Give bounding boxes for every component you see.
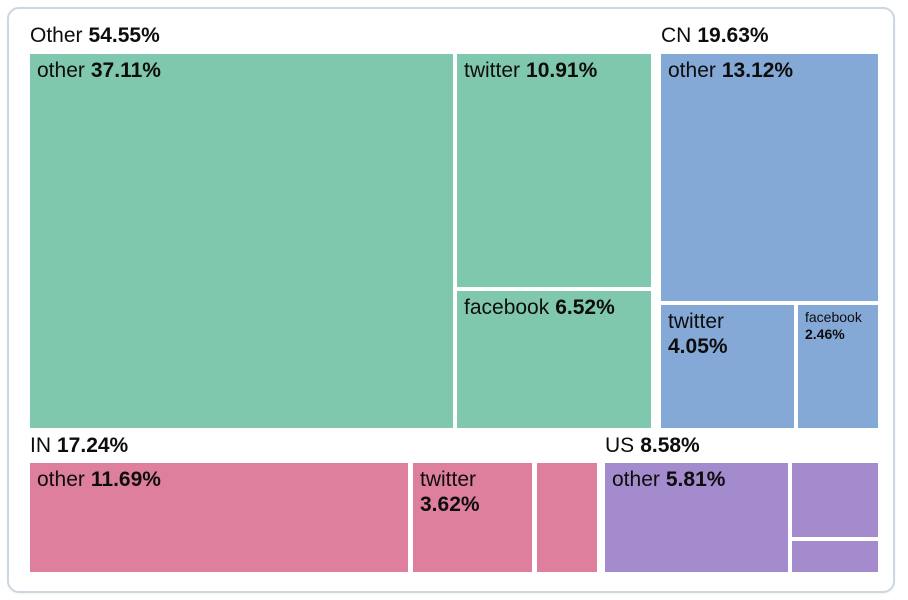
cell-label-value: 13.12%: [721, 59, 794, 82]
cell-label: twitter 3.62%: [420, 467, 525, 517]
cell-label-value: 6.52%: [555, 296, 615, 319]
group-label-other: Other 54.55%: [30, 24, 160, 48]
cell-other-facebook[interactable]: facebook 6.52%: [457, 291, 651, 428]
cell-label-name: other: [37, 468, 85, 491]
cell-label: [799, 545, 871, 570]
cell-label-name: other: [668, 59, 716, 82]
cell-label-name: other: [37, 59, 85, 82]
cell-label-name: facebook: [464, 296, 550, 319]
cell-cn-twitter[interactable]: twitter 4.05%: [661, 305, 794, 428]
cell-other-twitter[interactable]: twitter 10.91%: [457, 54, 651, 287]
cell-in-unlabeled[interactable]: [537, 463, 597, 572]
group-value: 8.58%: [640, 434, 700, 457]
group-value: 54.55%: [88, 24, 160, 47]
cell-label: other 37.11%: [37, 58, 446, 83]
group-name: US: [605, 434, 635, 457]
cell-label-name: twitter: [668, 310, 725, 333]
cell-in-twitter[interactable]: twitter 3.62%: [413, 463, 532, 572]
cell-label-name: other: [612, 468, 660, 491]
cell-in-other[interactable]: other 11.69%: [30, 463, 408, 572]
cell-label-value: 4.05%: [668, 335, 728, 358]
cell-label: other 13.12%: [668, 58, 871, 83]
cell-label-value: 3.62%: [420, 493, 480, 516]
cell-label-value: 2.46%: [805, 326, 845, 342]
cell-us-unlabeled-1[interactable]: [792, 463, 878, 537]
cell-label-value: 10.91%: [526, 59, 598, 82]
group-label-cn: CN 19.63%: [661, 24, 769, 48]
group-value: 19.63%: [697, 24, 769, 47]
group-name: CN: [661, 24, 692, 47]
cell-label-name: facebook: [805, 309, 862, 325]
cell-label: facebook 2.46%: [805, 309, 871, 343]
cell-cn-facebook[interactable]: facebook 2.46%: [798, 305, 878, 428]
cell-label: [544, 467, 590, 492]
group-name: Other: [30, 24, 83, 47]
group-value: 17.24%: [57, 434, 129, 457]
cell-label-value: 5.81%: [665, 468, 726, 491]
cell-label: other 11.69%: [37, 467, 401, 492]
cell-us-other[interactable]: other 5.81%: [605, 463, 788, 572]
cell-label-name: twitter: [464, 59, 521, 82]
group-name: IN: [30, 434, 51, 457]
cell-label: facebook 6.52%: [464, 295, 644, 320]
cell-label-name: twitter: [420, 468, 477, 491]
cell-label-value: 11.69%: [90, 468, 161, 491]
cell-other-other[interactable]: other 37.11%: [30, 54, 453, 428]
cell-label: other 5.81%: [612, 467, 781, 492]
cell-label: twitter 10.91%: [464, 58, 644, 83]
group-label-us: US 8.58%: [605, 434, 700, 458]
cell-label: [799, 467, 871, 492]
cell-us-unlabeled-2[interactable]: [792, 541, 878, 572]
cell-label-value: 37.11%: [90, 59, 161, 82]
cell-cn-other[interactable]: other 13.12%: [661, 54, 878, 301]
group-label-in: IN 17.24%: [30, 434, 128, 458]
cell-label: twitter 4.05%: [668, 309, 787, 359]
